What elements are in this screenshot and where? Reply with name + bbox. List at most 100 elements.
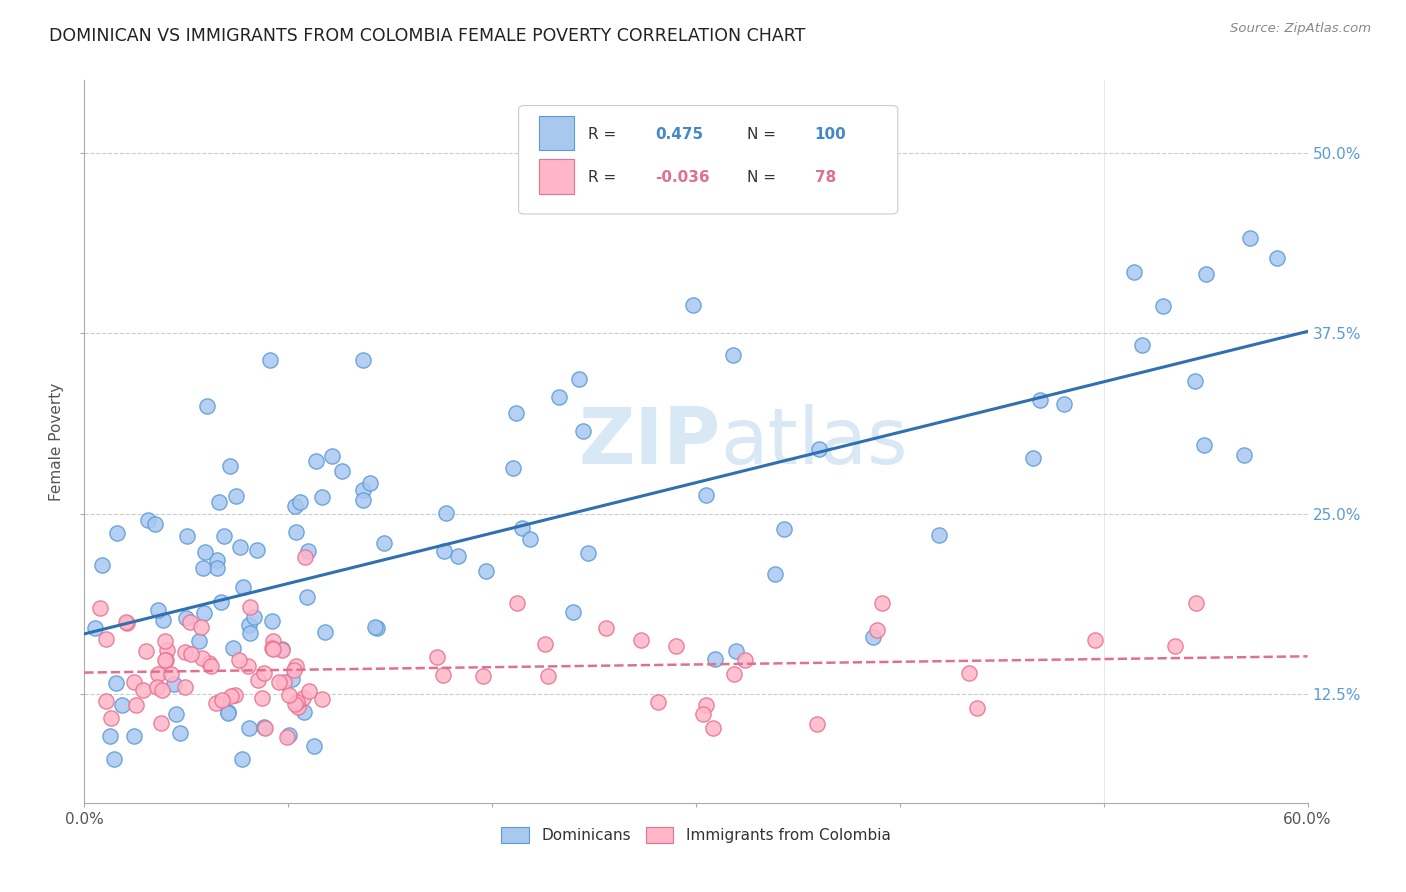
Point: [595, 621, 617, 635]
Point: [1195, 267, 1218, 281]
Point: [238, 618, 260, 632]
Point: [246, 542, 269, 557]
Point: [284, 499, 307, 513]
Point: [276, 730, 298, 744]
Point: [475, 564, 498, 578]
Point: [1029, 393, 1052, 408]
Point: [160, 667, 183, 681]
Point: [236, 659, 259, 673]
Bar: [540, 159, 574, 194]
Point: [1130, 338, 1153, 352]
Point: [534, 637, 557, 651]
Point: [292, 706, 315, 720]
Point: [765, 567, 787, 582]
Point: [191, 560, 214, 574]
Point: [195, 399, 218, 413]
Point: [432, 668, 454, 682]
Point: [723, 348, 745, 362]
Text: R =: R =: [588, 127, 617, 142]
Point: [221, 689, 243, 703]
Point: [250, 690, 273, 705]
Point: [281, 672, 304, 686]
Point: [277, 688, 299, 702]
Point: [519, 532, 541, 546]
Point: [862, 631, 884, 645]
FancyBboxPatch shape: [519, 105, 898, 214]
Point: [180, 647, 202, 661]
Point: [191, 651, 214, 665]
Point: [682, 298, 704, 312]
Point: [211, 692, 233, 706]
Point: [114, 615, 136, 630]
Bar: [540, 116, 574, 151]
Point: [242, 609, 264, 624]
Point: [373, 535, 395, 549]
Point: [153, 653, 176, 667]
Point: [104, 676, 127, 690]
Point: [928, 528, 950, 542]
Point: [291, 691, 314, 706]
Point: [238, 625, 260, 640]
Point: [446, 549, 468, 563]
Point: [155, 634, 177, 648]
Point: [89, 601, 111, 615]
Point: [1122, 265, 1144, 279]
Point: [117, 616, 139, 631]
Point: [146, 667, 169, 681]
Point: [187, 634, 209, 648]
Point: [321, 449, 343, 463]
Point: [165, 706, 187, 721]
Point: [772, 523, 794, 537]
Point: [725, 643, 748, 657]
Point: [239, 599, 262, 614]
Point: [352, 483, 374, 497]
Point: [208, 495, 231, 509]
Point: [150, 683, 173, 698]
Point: [231, 752, 253, 766]
Point: [179, 615, 201, 629]
Point: [1192, 437, 1215, 451]
Point: [285, 695, 308, 709]
Point: [122, 674, 145, 689]
Point: [287, 700, 309, 714]
Point: [190, 620, 212, 634]
Point: [702, 721, 724, 735]
Point: [703, 652, 725, 666]
Point: [262, 640, 284, 655]
Point: [1265, 251, 1288, 265]
Point: [111, 698, 134, 712]
Point: [132, 683, 155, 698]
Point: [1233, 448, 1256, 462]
Point: [1164, 639, 1187, 653]
Point: [695, 488, 717, 502]
Text: N =: N =: [748, 170, 776, 186]
Point: [284, 697, 307, 711]
Point: [1153, 299, 1175, 313]
Point: [548, 390, 571, 404]
Point: [1084, 632, 1107, 647]
Point: [298, 683, 321, 698]
Point: [505, 406, 527, 420]
Point: [209, 595, 232, 609]
Point: [262, 615, 284, 629]
Point: [434, 506, 457, 520]
Point: [90, 558, 112, 572]
Point: [537, 668, 560, 682]
Point: [734, 653, 756, 667]
Point: [252, 666, 274, 681]
Point: [238, 721, 260, 735]
Point: [98, 729, 121, 743]
Point: [285, 525, 308, 540]
Point: [866, 624, 889, 638]
Point: [1021, 451, 1043, 466]
Point: [217, 706, 239, 720]
Point: [471, 669, 494, 683]
Point: [136, 513, 159, 527]
Point: [125, 698, 148, 712]
Point: [311, 491, 333, 505]
Point: [163, 677, 186, 691]
Point: [311, 692, 333, 706]
Point: [100, 711, 122, 725]
Point: [122, 729, 145, 743]
Point: [297, 544, 319, 558]
